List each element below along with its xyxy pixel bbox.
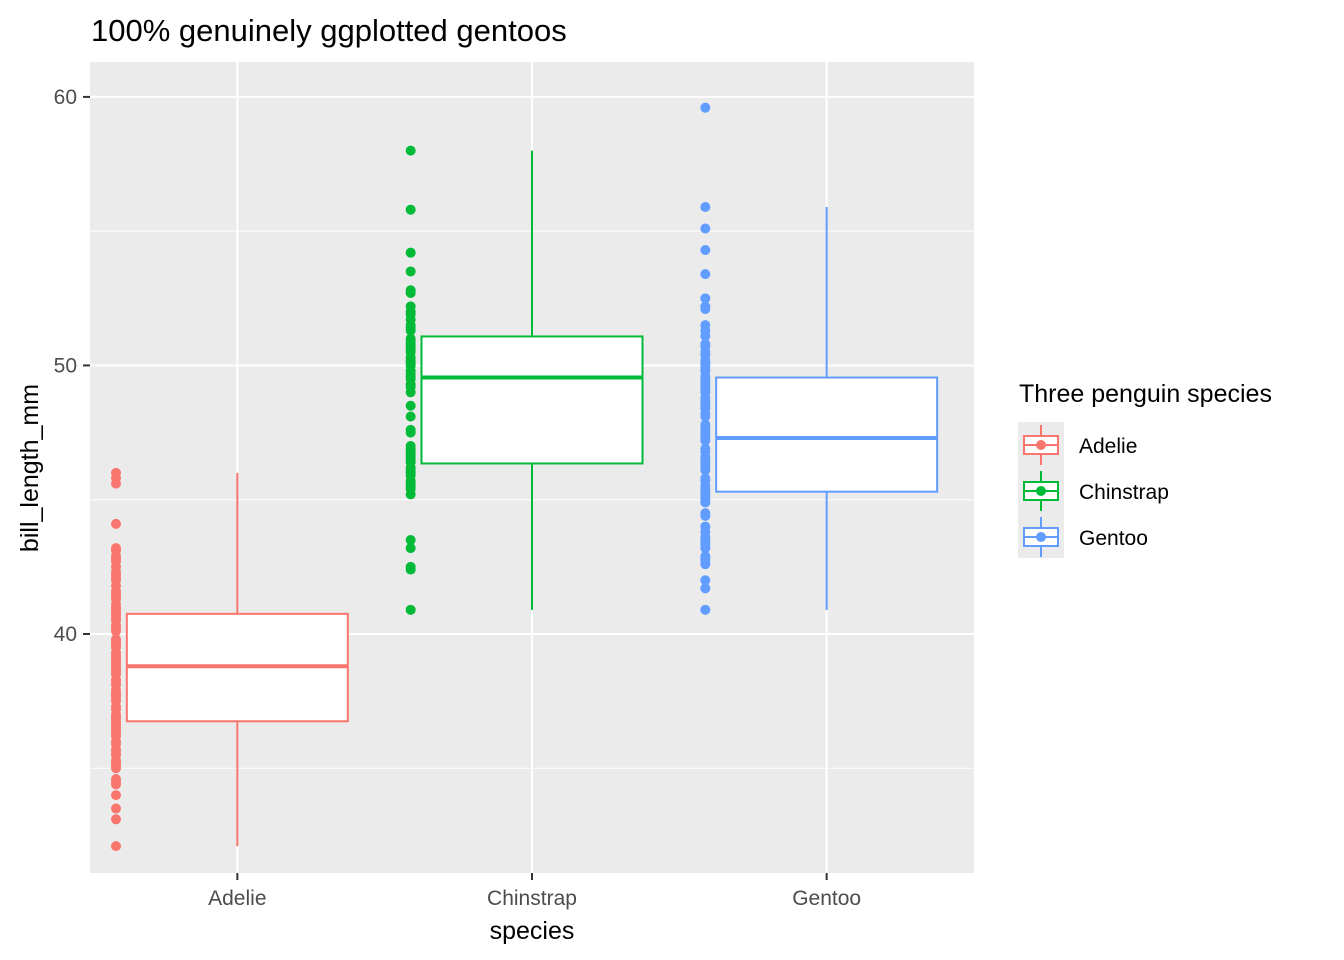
data-point-gentoo [700, 244, 711, 255]
data-point-chinstrap [405, 145, 416, 156]
data-point-chinstrap [405, 561, 416, 572]
data-point-gentoo [700, 419, 711, 430]
data-point-adelie [111, 518, 121, 529]
y-axis: 40 50 60 [54, 86, 90, 646]
chart-marks [111, 102, 939, 852]
legend: Three penguin species Adelie Chinstrap Gen… [1018, 380, 1272, 558]
data-point-chinstrap [405, 301, 416, 312]
box-gentoo [715, 376, 939, 493]
data-point-chinstrap [405, 247, 416, 258]
data-point-adelie [111, 803, 121, 814]
y-tick-label: 60 [54, 86, 77, 109]
data-point-gentoo [700, 604, 711, 615]
legend-label: Chinstrap [1079, 481, 1169, 504]
legend-label: Adelie [1079, 435, 1137, 458]
data-point-gentoo [700, 508, 711, 519]
x-tick-label: Chinstrap [487, 887, 577, 910]
data-point-adelie [111, 790, 121, 801]
data-point-chinstrap [405, 400, 416, 411]
legend-title: Three penguin species [1019, 380, 1272, 408]
data-point-adelie [111, 634, 121, 645]
y-tick-label: 50 [54, 354, 77, 377]
legend-key-point [1036, 486, 1046, 496]
data-point-gentoo [700, 269, 711, 280]
x-axis-title: species [490, 917, 575, 945]
data-point-chinstrap [405, 333, 416, 344]
data-point-gentoo [700, 338, 711, 349]
data-point-adelie [111, 774, 121, 785]
data-point-adelie [111, 467, 121, 478]
data-point-chinstrap [405, 441, 416, 452]
data-point-gentoo [700, 521, 711, 532]
data-point-gentoo [700, 301, 711, 312]
legend-key-point [1036, 532, 1046, 542]
data-point-gentoo [700, 293, 711, 304]
data-point-chinstrap [405, 204, 416, 215]
legend-key-point [1036, 440, 1046, 450]
data-point-gentoo [700, 551, 711, 562]
data-point-gentoo [700, 583, 711, 594]
data-point-gentoo [700, 102, 711, 113]
box-chinstrap [420, 335, 644, 465]
chart-title: 100% genuinely ggplotted gentoos [91, 13, 567, 48]
data-point-gentoo [700, 223, 711, 234]
x-tick-label: Gentoo [792, 887, 861, 910]
data-point-chinstrap [405, 424, 416, 435]
data-point-chinstrap [405, 535, 416, 546]
data-point-gentoo [700, 443, 711, 454]
data-point-chinstrap [405, 266, 416, 277]
data-point-gentoo [700, 575, 711, 586]
data-point-gentoo [700, 473, 711, 484]
data-point-chinstrap [405, 604, 416, 615]
data-point-gentoo [700, 202, 711, 213]
y-axis-title: bill_length_mm [16, 384, 44, 552]
x-axis: Adelie Chinstrap Gentoo [208, 873, 861, 910]
legend-label: Gentoo [1079, 527, 1148, 550]
x-tick-label: Adelie [208, 887, 266, 910]
data-point-adelie [111, 543, 121, 554]
y-tick-label: 40 [54, 623, 77, 646]
data-point-adelie [111, 841, 121, 852]
data-point-chinstrap [405, 411, 416, 422]
data-point-adelie [111, 814, 121, 825]
data-point-chinstrap [405, 285, 416, 296]
data-point-gentoo [700, 320, 711, 331]
data-point-chinstrap [405, 543, 416, 554]
